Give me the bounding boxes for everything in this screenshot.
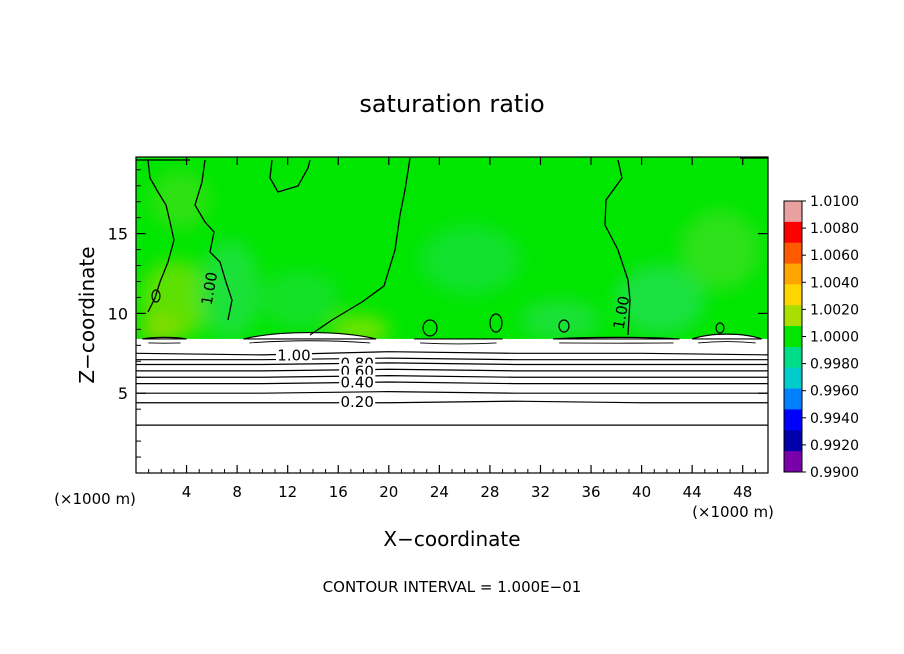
- contour-label: 0.20: [340, 393, 373, 411]
- x-unit-right: (×1000 m): [692, 503, 774, 521]
- contour-0.4: [136, 381, 768, 385]
- colorbar-swatch: [784, 409, 802, 431]
- colorbar-label: 1.0000: [810, 330, 859, 346]
- x-tick-label: 36: [581, 483, 600, 501]
- colorbar-swatch: [784, 346, 802, 369]
- x-tick-label: 12: [278, 483, 297, 501]
- x-tick-label: 24: [430, 483, 449, 501]
- colorbar-label: 0.9900: [810, 465, 859, 481]
- cloud-base: [136, 338, 768, 473]
- colorbar-swatch: [784, 367, 802, 390]
- contour-0.3: [136, 391, 768, 394]
- field-texture: [140, 170, 760, 345]
- colorbar-swatch: [784, 451, 802, 473]
- colorbar-swatch: [784, 305, 802, 327]
- colorbar-label: 1.0040: [810, 275, 859, 291]
- cloud-inner-contour-2: [249, 340, 371, 344]
- colorbar-swatch: [784, 326, 802, 348]
- x-tick-label: 8: [232, 483, 242, 501]
- colorbar-label: 0.9920: [810, 438, 859, 454]
- contour-label-bg: [276, 347, 312, 362]
- contour-label-bg: [339, 393, 376, 408]
- cloud-layer: [136, 331, 768, 473]
- chart-title: saturation ratio: [359, 90, 544, 118]
- y-axis: 5 10 15: [108, 169, 768, 458]
- x-tick-label: 40: [632, 483, 651, 501]
- colorbar-label: 0.9940: [810, 411, 859, 427]
- x-tick-label: 44: [683, 483, 702, 501]
- x-tick-label: 16: [329, 483, 348, 501]
- cloud-2: [243, 331, 377, 340]
- colorbar-label: 1.0060: [810, 248, 859, 264]
- y-tick-label: 10: [108, 304, 128, 323]
- contour-0.7: [136, 362, 768, 366]
- cloud-1: [142, 336, 187, 340]
- contour-lines: [136, 351, 768, 426]
- colorbar: 1.0100 1.0080 1.0060 1.0040 1.0020 1.0000 0.99…: [783, 194, 859, 481]
- contour-upper-center: [309, 157, 411, 336]
- plot-area: [136, 157, 768, 473]
- colorbar-swatch: [784, 388, 802, 410]
- contour-interval-note: CONTOUR INTERVAL = 1.000E−01: [323, 578, 582, 596]
- x-tick-label: 32: [531, 483, 550, 501]
- contour-0.9: [136, 351, 768, 356]
- x-axis-label: X−coordinate: [383, 527, 520, 551]
- contour-label-bg: [339, 363, 376, 378]
- colorbar-swatch: [784, 221, 802, 244]
- cloud-4: [553, 336, 680, 340]
- colorbar-swatch: [784, 201, 802, 223]
- contour-loops: [151, 289, 725, 337]
- colorbar-label: 1.0020: [810, 302, 859, 318]
- contour-upper-right: [604, 159, 631, 336]
- contour-0.6: [136, 368, 768, 372]
- x-tick-label: 48: [733, 483, 752, 501]
- x-axis: 4 8 12 16 20 24 28 32 36 40 44 48: [148, 157, 756, 501]
- colorbar-label: 0.9960: [810, 384, 859, 400]
- colorbar-swatch: [784, 430, 802, 452]
- cloud-inner-contour-3: [420, 342, 497, 345]
- contour-0.2: [136, 400, 768, 404]
- x-unit-left: (×1000 m): [54, 490, 136, 508]
- colorbar-swatch: [784, 242, 802, 265]
- contour-upper-left-2: [194, 159, 233, 321]
- cloud-inner-contour-5: [698, 341, 756, 344]
- contour-labels: 1.001.001.000.800.600.400.20: [198, 271, 634, 411]
- contour-0.5: [136, 375, 768, 378]
- x-tick-label: 28: [480, 483, 499, 501]
- contour-0.8: [136, 357, 768, 361]
- y-axis-label: Z−coordinate: [75, 246, 99, 383]
- colorbar-label: 1.0080: [810, 221, 859, 237]
- contour-upper-edge: [136, 157, 768, 161]
- y-tick-label: 5: [118, 384, 128, 403]
- contour-label: 1.00: [610, 295, 634, 331]
- cloud-5: [691, 333, 762, 340]
- colorbar-swatch: [784, 284, 802, 306]
- colorbar-label: 0.9980: [810, 357, 859, 373]
- contour-label: 1.00: [277, 346, 310, 364]
- y-tick-label: 15: [108, 225, 128, 244]
- x-tick-label: 4: [182, 483, 192, 501]
- contour-label: 1.00: [198, 271, 222, 307]
- contour-label: 0.40: [340, 374, 373, 392]
- colorbar-swatch: [784, 263, 802, 285]
- colorbar-label: 1.0100: [810, 194, 859, 210]
- contour-label-bg: [339, 374, 376, 389]
- contour-upper-mid: [269, 159, 311, 193]
- x-tick-label: 20: [379, 483, 398, 501]
